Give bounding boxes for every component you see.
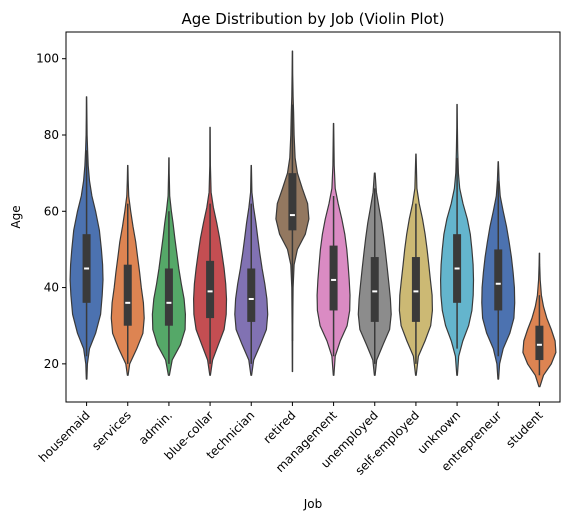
y-tick-label: 60 — [44, 204, 59, 218]
violin-iqr-box — [123, 264, 132, 326]
violin-iqr-box — [288, 173, 297, 231]
y-tick-label: 100 — [36, 52, 59, 66]
violin-admin- — [151, 157, 186, 376]
violin-iqr-box — [411, 257, 420, 322]
y-tick-label: 80 — [44, 128, 59, 142]
chart-title: Age Distribution by Job (Violin Plot) — [182, 10, 445, 28]
violin-iqr-box — [494, 249, 503, 311]
violin-student — [522, 252, 557, 388]
violin-iqr-box — [206, 260, 215, 319]
violin-housemaid — [69, 96, 104, 380]
violin-technician — [234, 164, 269, 376]
plot-frame — [65, 31, 561, 403]
y-axis-ticks: 20 40 60 80 100 — [36, 52, 66, 371]
x-tick-label: admin. — [136, 408, 175, 447]
x-tick-label: retired — [261, 408, 299, 446]
violin-iqr-box — [247, 268, 256, 322]
violin-entrepreneur — [481, 161, 516, 380]
violin-iqr-box — [370, 257, 379, 322]
violin-unknown — [440, 103, 475, 376]
y-tick-label: 20 — [44, 357, 59, 371]
violin-iqr-box — [535, 325, 544, 361]
x-axis-label: Job — [303, 497, 323, 511]
violin-iqr-box — [329, 245, 338, 311]
x-tick-label: housemaid — [36, 408, 93, 465]
y-tick-label: 40 — [44, 281, 59, 295]
violin-self-employed — [398, 153, 433, 376]
x-tick-label: services — [89, 408, 134, 453]
violin-blue-collar — [193, 126, 228, 376]
x-tick-label: student — [503, 408, 546, 451]
violin-retired — [275, 50, 310, 373]
y-axis-label: Age — [9, 205, 23, 228]
violins-group — [69, 50, 557, 388]
violin-iqr-box — [164, 268, 173, 326]
violin-unemployed — [357, 172, 392, 376]
violin-services — [110, 164, 145, 376]
violin-management — [316, 122, 351, 376]
